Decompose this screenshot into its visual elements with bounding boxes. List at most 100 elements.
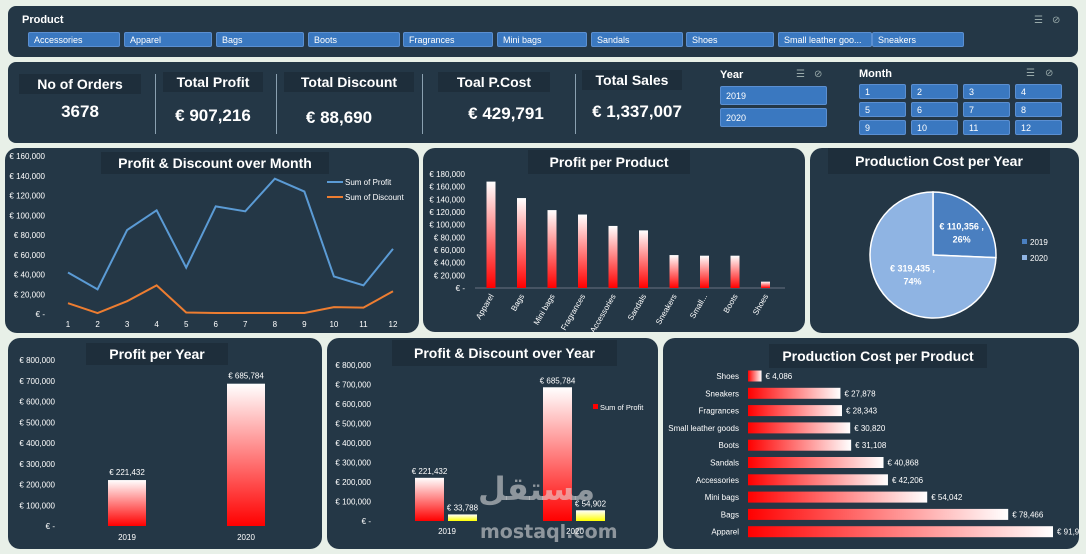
month-chip[interactable]: 6 xyxy=(911,102,958,117)
month-chip[interactable]: 11 xyxy=(963,120,1010,135)
y-tick-label: Bags xyxy=(721,510,739,519)
y-tick-label: € 300,000 xyxy=(335,459,371,468)
bar xyxy=(227,383,265,526)
x-tick-label: 4 xyxy=(154,320,159,329)
product-chip[interactable]: Apparel xyxy=(124,32,212,47)
kpi-panel: No of Orders 3678 Total Profit € 907,216… xyxy=(8,62,1078,143)
x-tick-label: 11 xyxy=(359,320,368,329)
product-chip[interactable]: Shoes xyxy=(686,32,774,47)
month-slicer-title: Month xyxy=(859,68,892,80)
product-chip[interactable]: Accessories xyxy=(28,32,120,47)
bar xyxy=(730,255,740,288)
y-tick-label: € 40,000 xyxy=(434,259,466,268)
y-tick-label: € 500,000 xyxy=(335,420,371,429)
x-tick-label: 5 xyxy=(184,320,189,329)
bar xyxy=(748,526,1053,538)
y-tick-label: Mini bags xyxy=(705,493,739,502)
x-tick-label: 9 xyxy=(302,320,307,329)
data-label: € 40,868 xyxy=(888,459,920,468)
data-label: € 54,042 xyxy=(931,493,963,502)
legend-label: 2020 xyxy=(1030,254,1048,263)
y-tick-label: € - xyxy=(456,284,466,293)
y-tick-label: € - xyxy=(36,310,46,319)
x-tick-label: Bags xyxy=(509,293,526,313)
clear-filter-icon[interactable]: ⊘ xyxy=(1052,15,1061,26)
y-tick-label: Fragrances xyxy=(699,407,739,416)
month-chip[interactable]: 3 xyxy=(963,84,1010,99)
x-tick-label: 6 xyxy=(214,320,219,329)
y-tick-label: € 40,000 xyxy=(14,271,46,280)
product-chip[interactable]: Sneakers xyxy=(872,32,964,47)
month-chip[interactable]: 10 xyxy=(911,120,958,135)
bar xyxy=(669,255,679,288)
month-chip[interactable]: 7 xyxy=(963,102,1010,117)
month-chip[interactable]: 1 xyxy=(859,84,906,99)
data-label: € 33,788 xyxy=(447,503,479,512)
bar xyxy=(517,198,526,288)
y-tick-label: € 60,000 xyxy=(14,251,46,260)
product-chip[interactable]: Bags xyxy=(216,32,304,47)
y-tick-label: Boots xyxy=(719,441,739,450)
product-chip[interactable]: Small leather goo... xyxy=(778,32,872,47)
series-line-discount xyxy=(67,284,394,315)
legend-swatch xyxy=(1022,255,1027,260)
month-chip[interactable]: 5 xyxy=(859,102,906,117)
bar xyxy=(748,422,851,434)
kpi-sales-value: € 1,337,007 xyxy=(592,102,682,121)
kpi-divider xyxy=(422,74,423,134)
y-tick-label: € - xyxy=(46,522,56,531)
watermark-arabic: مستقل xyxy=(478,470,596,508)
bar xyxy=(748,508,1009,520)
y-tick-label: € 600,000 xyxy=(19,398,55,407)
pie-pct-label: 26% xyxy=(953,234,971,244)
month-chip[interactable]: 9 xyxy=(859,120,906,135)
bar xyxy=(748,474,888,486)
pcost-product-title: Production Cost per Product xyxy=(769,344,987,368)
product-chip[interactable]: Boots xyxy=(308,32,400,47)
x-tick-label: 2019 xyxy=(118,533,136,542)
bar xyxy=(700,255,709,288)
legend-swatch xyxy=(593,404,598,409)
legend-swatch xyxy=(1022,239,1027,244)
x-tick-label: 10 xyxy=(329,320,338,329)
bar xyxy=(547,210,557,288)
product-chip[interactable]: Mini bags xyxy=(497,32,587,47)
month-chip[interactable]: 2 xyxy=(911,84,958,99)
multi-select-icon[interactable]: ☰ xyxy=(1026,68,1035,79)
multi-select-icon[interactable]: ☰ xyxy=(796,69,805,80)
x-tick-label: 2020 xyxy=(237,533,255,542)
y-tick-label: € 800,000 xyxy=(335,361,371,370)
clear-filter-icon[interactable]: ⊘ xyxy=(1045,68,1054,79)
y-tick-label: € 200,000 xyxy=(335,478,371,487)
y-tick-label: € 140,000 xyxy=(9,172,45,181)
multi-select-icon[interactable]: ☰ xyxy=(1034,15,1043,26)
data-label: € 685,784 xyxy=(540,376,576,385)
data-label: € 30,820 xyxy=(854,424,886,433)
profit-year-title: Profit per Year xyxy=(86,343,228,365)
pcost-product-panel: Production Cost per Product Shoes € 4,086… xyxy=(663,338,1079,549)
year-chip[interactable]: 2020 xyxy=(720,108,827,127)
month-chip[interactable]: 12 xyxy=(1015,120,1062,135)
month-chip[interactable]: 4 xyxy=(1015,84,1062,99)
month-chart-title: Profit & Discount over Month xyxy=(101,152,329,174)
kpi-divider xyxy=(155,74,156,134)
y-tick-label: € 500,000 xyxy=(19,418,55,427)
y-tick-label: Apparel xyxy=(711,528,739,537)
product-chip[interactable]: Sandals xyxy=(591,32,683,47)
x-tick-label: 3 xyxy=(125,320,130,329)
x-tick-label: 2020 xyxy=(566,527,584,536)
month-chip[interactable]: 8 xyxy=(1015,102,1062,117)
year-chip[interactable]: 2019 xyxy=(720,86,827,105)
y-tick-label: € 700,000 xyxy=(19,377,55,386)
data-label: € 91,975 xyxy=(1057,528,1079,537)
kpi-profit-label: Total Profit xyxy=(163,72,263,92)
x-tick-label: Small... xyxy=(688,293,709,321)
clear-filter-icon[interactable]: ⊘ xyxy=(814,69,823,80)
x-tick-label: Sandals xyxy=(626,293,648,323)
bar xyxy=(748,491,928,503)
legend-label: Sum of Discount xyxy=(345,193,404,202)
kpi-pcost-label: Toal P.Cost xyxy=(438,72,550,92)
product-chip[interactable]: Fragrances xyxy=(403,32,493,47)
pie-value-label: € 319,435 , xyxy=(890,264,935,274)
bar xyxy=(748,370,762,382)
